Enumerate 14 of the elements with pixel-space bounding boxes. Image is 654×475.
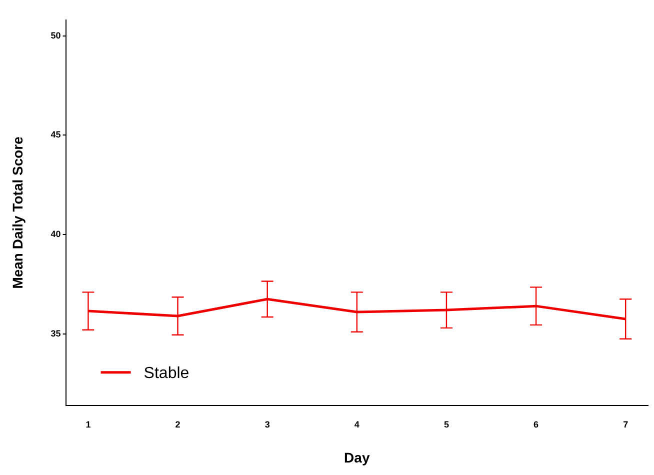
y-tick-label: 50 [50, 30, 61, 40]
x-tick-label: 7 [623, 419, 628, 430]
x-tick-label: 4 [354, 419, 360, 430]
y-tick-label: 35 [50, 328, 61, 338]
x-axis-title: Day [344, 449, 370, 466]
x-tick-label: 3 [264, 419, 270, 430]
y-tick-label: 45 [50, 130, 61, 140]
legend-label: Stable [144, 364, 190, 382]
y-tick-label: 40 [50, 229, 61, 240]
x-tick-label: 6 [534, 419, 539, 430]
x-tick-label: 2 [175, 419, 180, 430]
y-axis-title: Mean Daily Total Score [9, 136, 26, 289]
x-tick-label: 5 [444, 419, 449, 430]
x-tick-label: 1 [86, 419, 91, 430]
